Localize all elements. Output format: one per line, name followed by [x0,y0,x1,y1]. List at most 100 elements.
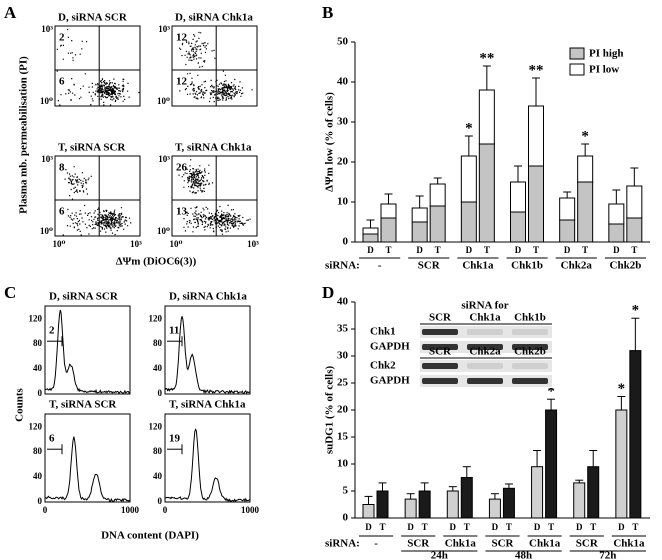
bar [404,498,417,519]
blot-band [467,378,503,384]
bar [615,409,628,519]
y-tick-label: 40 [337,76,349,88]
bar-segment [362,233,379,243]
legend-swatch [569,47,585,60]
tick-label: 1000 [241,505,260,515]
tick-label: 10⁰ [157,226,170,236]
x-tick-label: D [416,245,423,255]
quadrant-number: 2 [59,32,65,44]
annotation: ** [529,62,544,78]
bar-label: T [464,522,470,532]
tick-label: 10³ [130,239,142,249]
lane-label: Chk1b [514,312,546,324]
bar-segment [510,181,526,213]
bar [488,498,501,519]
bar [587,466,600,519]
lane-label: Chk2a [469,346,501,358]
bar-label: D [576,522,583,532]
plot-title: T, siRNA SCR [58,142,126,154]
category-label: SCR [576,538,599,550]
bar-label: T [590,522,596,532]
histogram [44,309,131,395]
y-tick-label: 50 [337,36,349,48]
x-tick-label: T [484,245,490,255]
bar-segment [411,221,428,243]
legend-label: PI low [589,64,619,76]
bar-segment [460,201,477,243]
tick-label: 1000 [121,505,140,515]
quadrant-number: 13 [176,206,188,218]
time-label: 24h [431,550,448,560]
plot-title: D, siRNA SCR [58,12,128,24]
plot-frame [171,25,258,107]
tick-label: 10⁰ [157,96,170,106]
blot-band [512,344,548,350]
lane-label: Chk2b [514,346,546,358]
y-tick-label: 0 [343,512,349,524]
bar-label: T [548,522,554,532]
blot-band [467,363,503,369]
bar [545,409,558,519]
bar-segment [460,155,477,203]
panel-letter: C [4,283,16,302]
annotation: * [547,384,555,400]
bar-label: D [492,522,499,532]
y-axis-label: Counts [14,387,26,421]
x-axis-label: DNA content (DAPI) [101,530,199,542]
blot-label: Chk2 [370,360,396,372]
lane-label: SCR [429,312,452,324]
histogram [164,428,251,503]
plot-title: T, siRNA SCR [49,399,117,411]
histogram [44,436,131,503]
tick-label: 10⁰ [40,226,53,236]
bar-segment [362,227,379,235]
x-prefix: siRNA: [325,538,360,550]
blot-band [512,378,548,384]
tick-label: 0 [38,496,43,506]
x-tick-label: D [613,245,620,255]
bar [460,477,473,519]
tick-label: 0 [163,505,168,515]
x-tick-label: D [564,245,571,255]
lane-label: SCR [429,346,452,358]
tick-label: 120 [29,313,43,323]
plot-frame [44,413,131,503]
bar-segment [608,223,625,243]
tick-label: 40 [33,363,43,373]
quadrant-number: 12 [176,76,188,88]
tick-label: 120 [29,421,43,431]
bar-segment [577,155,594,183]
dot-cloud [62,166,132,236]
bar [502,487,515,519]
plot-frame [164,305,251,395]
quadrant-number: 8 [59,162,65,174]
tick-label: 0 [43,505,48,515]
bar [362,504,375,519]
quadrant-number: 26 [176,162,188,174]
blot-band [512,329,548,335]
y-tick-label: 35 [337,323,349,335]
blot-label: GAPDH [370,341,410,353]
dot-cloud [179,31,253,103]
x-tick-label: D [515,245,522,255]
bar-segment [510,211,526,243]
blot-band [422,344,458,350]
bar [376,490,389,519]
tick-label: 10³ [41,154,53,164]
tick-label: 10³ [247,239,259,249]
bar-segment [577,181,594,243]
y-axis-label: Plasma mb. permeabilisation (PI) [18,56,30,214]
plot-title: D, siRNA SCR [49,291,119,303]
blot-band [422,329,458,335]
quadrant-number: 6 [59,76,65,88]
plot-title: T, siRNA Chk1a [169,399,246,411]
category-label: Chk1a [613,538,645,550]
y-tick-label: 15 [337,431,349,443]
group-label: SCR [418,260,441,272]
lane-label: Chk1a [469,312,501,324]
panel-letter: B [322,3,333,22]
category-label: Chk1a [445,538,477,550]
blot-band [422,363,458,369]
tick-label: 10⁰ [40,96,53,106]
